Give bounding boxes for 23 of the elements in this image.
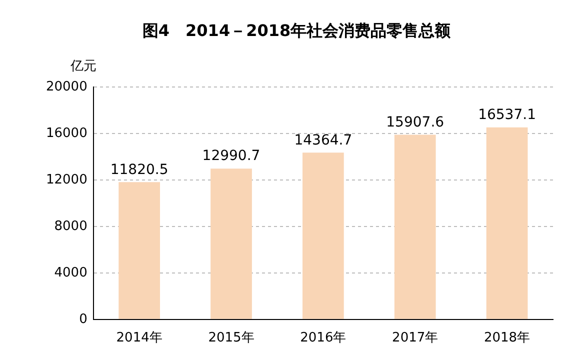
bar bbox=[210, 168, 252, 319]
y-tick-label: 8000 bbox=[54, 218, 88, 234]
y-tick-label: 16000 bbox=[46, 126, 88, 142]
y-axis-title: 亿元 bbox=[69, 59, 96, 74]
bar bbox=[486, 127, 528, 319]
x-tick-label: 2017年 bbox=[392, 330, 438, 346]
bar bbox=[394, 134, 436, 319]
data-label: 12990.7 bbox=[202, 148, 260, 164]
chart-title: 图4 2014－2018年社会消费品零售总额 bbox=[142, 20, 452, 40]
bar bbox=[118, 182, 160, 319]
x-tick-label: 2014年 bbox=[116, 330, 162, 346]
data-label: 11820.5 bbox=[110, 162, 168, 178]
data-label: 16537.1 bbox=[478, 107, 536, 124]
x-tick-label: 2016年 bbox=[300, 330, 346, 346]
x-tick-label: 2018年 bbox=[484, 330, 530, 346]
y-tick-label: 4000 bbox=[54, 265, 88, 280]
y-tick-label: 0 bbox=[79, 312, 88, 327]
y-tick-label: 20000 bbox=[46, 80, 88, 95]
y-tick-label: 12000 bbox=[46, 172, 88, 188]
x-tick-label: 2015年 bbox=[208, 330, 254, 346]
bar bbox=[302, 152, 344, 319]
data-label: 15907.6 bbox=[386, 114, 444, 130]
data-label: 14364.7 bbox=[294, 132, 352, 148]
